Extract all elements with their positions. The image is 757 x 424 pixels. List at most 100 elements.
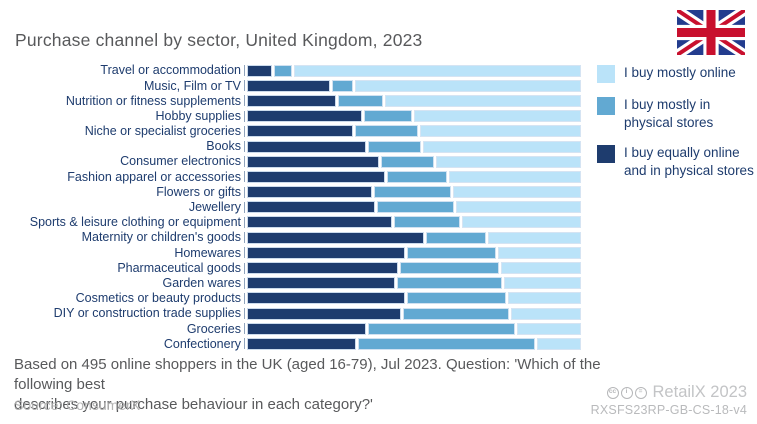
source-label: Source: ConsumerX <box>14 397 141 413</box>
bar-segment-dark <box>247 170 386 183</box>
bar-segment-light <box>413 110 581 123</box>
category-label: Fashion apparel or accessories <box>67 169 241 184</box>
page-title: Purchase channel by sector, United Kingd… <box>15 30 423 50</box>
stacked-bar <box>247 110 581 123</box>
bar-segment-mid <box>273 64 292 77</box>
chart-row: Pharmaceutical goods <box>0 260 584 275</box>
bar-segment-light <box>449 170 581 183</box>
bar-segment-mid <box>396 277 503 290</box>
chart-row: Sports & leisure clothing or equipment <box>0 215 584 230</box>
bar-segment-dark <box>247 125 353 138</box>
bar-segment-mid <box>403 307 509 320</box>
bar-segment-light <box>455 201 581 214</box>
legend-swatch-mid <box>597 97 615 115</box>
bar-segment-dark <box>247 201 376 214</box>
cc-cc-icon: cc <box>606 386 619 399</box>
bar-segment-light <box>498 246 581 259</box>
chart-row: Garden wares <box>0 276 584 291</box>
bar-segment-light <box>436 155 581 168</box>
stacked-bar <box>247 277 581 290</box>
bar-segment-light <box>517 322 581 335</box>
footnote-line2: describes your purchase behaviour in eac… <box>14 395 373 413</box>
stacked-bar <box>247 125 582 138</box>
legend-item: I buy mostly online <box>597 64 755 83</box>
chart-rows: Travel or accommodation Music, Film or TV… <box>0 63 584 352</box>
chart-row: Consumer electronics <box>0 154 584 169</box>
chart-row: DIY or construction trade supplies <box>0 306 584 321</box>
bar-segment-dark <box>247 110 363 123</box>
bar-segment-dark <box>247 64 272 77</box>
bar-segment-light <box>355 79 581 92</box>
bar-segment-light <box>423 140 581 153</box>
axis-tick <box>244 262 245 274</box>
category-label: Sports & leisure clothing or equipment <box>29 215 241 230</box>
retailx-logo-text: RetailX 2023 <box>652 383 747 401</box>
axis-tick <box>244 201 245 213</box>
stacked-bar <box>247 307 582 320</box>
bar-segment-light <box>293 64 582 77</box>
axis-tick <box>244 232 245 244</box>
chart-row: Niche or specialist groceries <box>0 124 584 139</box>
stacked-bar <box>247 140 581 153</box>
legend-label: I buy mostly online <box>624 65 736 80</box>
bar-segment-dark <box>247 216 392 229</box>
chart-row: Music, Film or TV <box>0 78 584 93</box>
bar-segment-mid <box>338 94 383 107</box>
category-label: Consumer electronics <box>120 154 241 169</box>
stacked-bar <box>247 216 581 229</box>
bar-segment-mid <box>332 79 354 92</box>
bar-segment-mid <box>425 231 487 244</box>
legend-label: I buy mostly in physical stores <box>624 97 714 130</box>
branding-block: cc i = RetailX 2023 RXSFS23RP-GB-CS-18-v4 <box>591 383 747 417</box>
legend: I buy mostly online I buy mostly in physi… <box>597 64 755 179</box>
stacked-bar <box>247 155 581 168</box>
axis-tick <box>244 292 245 304</box>
cc-nd-icon: = <box>634 386 647 399</box>
legend-label: I buy equally online and in physical sto… <box>624 145 754 178</box>
bar-segment-mid <box>374 186 451 199</box>
bar-segment-light <box>452 186 581 199</box>
bar-segment-mid <box>367 322 516 335</box>
bar-segment-light <box>504 277 581 290</box>
chart-row: Cosmetics or beauty products <box>0 291 584 306</box>
category-label: Books <box>206 139 241 154</box>
chart-row: Hobby supplies <box>0 109 584 124</box>
category-label: DIY or construction trade supplies <box>53 306 241 321</box>
bar-segment-light <box>510 307 582 320</box>
bar-segment-dark <box>247 155 379 168</box>
bar-segment-mid <box>367 140 422 153</box>
bar-segment-dark <box>247 186 373 199</box>
chart-row: Confectionery <box>0 336 584 351</box>
axis-tick <box>244 338 245 350</box>
bar-segment-mid <box>387 170 448 183</box>
category-label: Garden wares <box>162 275 241 290</box>
axis-tick <box>244 171 245 183</box>
stacked-bar <box>247 186 581 199</box>
bar-segment-mid <box>393 216 461 229</box>
legend-item: I buy equally online and in physical sto… <box>597 144 755 179</box>
bar-segment-mid <box>364 110 412 123</box>
bar-segment-light <box>462 216 581 229</box>
axis-tick <box>244 277 245 289</box>
creative-commons-icons: cc i = <box>606 386 647 399</box>
stacked-bar <box>247 201 581 214</box>
bar-segment-mid <box>354 125 419 138</box>
stacked-bar <box>247 94 582 107</box>
category-label: Travel or accommodation <box>100 63 241 78</box>
bar-segment-light <box>384 94 582 107</box>
stacked-bar <box>247 322 581 335</box>
bar-segment-light <box>501 262 582 275</box>
category-label: Confectionery <box>163 336 241 351</box>
category-label: Flowers or gifts <box>156 184 241 199</box>
axis-tick <box>244 95 245 107</box>
bar-segment-dark <box>247 231 424 244</box>
bar-segment-dark <box>247 94 337 107</box>
cc-by-icon: i <box>620 386 633 399</box>
chart-row: Groceries <box>0 321 584 336</box>
chart-row: Nutrition or fitness supplements <box>0 93 584 108</box>
category-label: Maternity or children's goods <box>81 230 241 245</box>
bar-segment-mid <box>406 246 496 259</box>
category-label: Pharmaceutical goods <box>117 260 241 275</box>
stacked-bar <box>247 231 581 244</box>
